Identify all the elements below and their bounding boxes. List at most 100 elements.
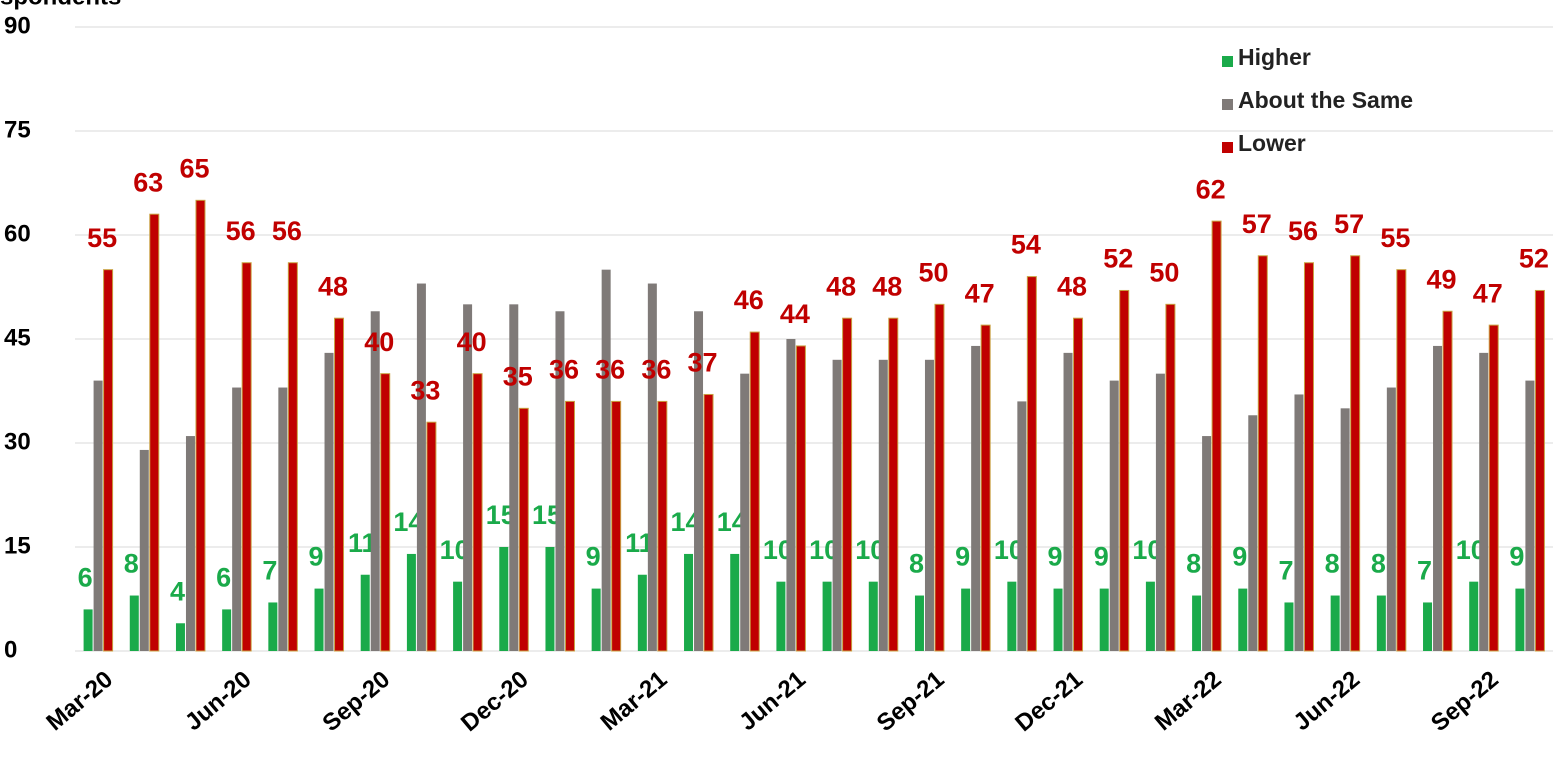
bar — [888, 317, 899, 652]
bar — [740, 373, 750, 651]
data-label: 63 — [133, 167, 163, 197]
bar — [694, 311, 704, 651]
bar — [1017, 401, 1027, 651]
bar — [924, 359, 934, 651]
data-label: 62 — [1196, 174, 1226, 204]
data-label: 48 — [826, 271, 856, 301]
data-label: 57 — [1334, 209, 1364, 239]
y-tick-label: 90 — [4, 12, 31, 39]
data-label: 8 — [1325, 549, 1340, 579]
bar — [1423, 602, 1433, 651]
bar — [822, 581, 832, 651]
bar — [1053, 588, 1063, 651]
data-label: 9 — [1232, 542, 1247, 572]
data-label: 8 — [909, 549, 924, 579]
data-label: 33 — [410, 375, 440, 405]
bar — [509, 304, 519, 651]
data-label: 36 — [641, 355, 671, 385]
bar — [380, 373, 391, 652]
bar — [453, 581, 463, 651]
bar — [1525, 380, 1535, 651]
data-label: 50 — [918, 257, 948, 287]
bar — [1073, 317, 1084, 652]
bar — [971, 345, 981, 651]
bar — [1515, 588, 1525, 651]
data-label: 50 — [1149, 257, 1179, 287]
bar — [611, 400, 622, 652]
bar — [1257, 255, 1268, 652]
y-tick-label: 15 — [4, 532, 31, 559]
legend-swatch — [1222, 142, 1233, 153]
bar — [1192, 595, 1202, 651]
data-label: 9 — [1048, 542, 1063, 572]
bar — [1396, 269, 1407, 652]
data-label: 7 — [1417, 556, 1432, 586]
x-tick-label: Mar-21 — [596, 666, 673, 736]
bar — [103, 269, 114, 652]
bar — [1433, 345, 1443, 651]
bar — [268, 602, 278, 651]
data-label: 7 — [1278, 556, 1293, 586]
x-tick-label: Sep-20 — [318, 666, 396, 737]
data-label: 46 — [734, 285, 764, 315]
data-label: 40 — [364, 327, 394, 357]
bar — [93, 380, 103, 651]
bar — [406, 553, 416, 651]
bar — [934, 303, 945, 652]
bar — [314, 588, 324, 651]
bar — [149, 213, 160, 652]
data-label: 56 — [1288, 216, 1318, 246]
x-tick-label: Dec-20 — [456, 666, 534, 737]
bar — [1284, 602, 1294, 651]
data-label: 57 — [1242, 209, 1272, 239]
bar — [1099, 588, 1109, 651]
data-label: 37 — [688, 348, 718, 378]
bar — [241, 262, 252, 652]
data-label: 4 — [170, 576, 185, 606]
x-tick-label: Mar-20 — [41, 666, 118, 736]
bar — [360, 574, 370, 651]
data-label: 36 — [549, 355, 579, 385]
bar — [647, 283, 657, 651]
data-label: 9 — [1094, 542, 1109, 572]
bar — [637, 574, 647, 651]
bar — [232, 387, 242, 651]
bar — [426, 421, 437, 652]
bar — [1155, 373, 1165, 651]
bar — [324, 352, 334, 651]
y-tick-label: 30 — [4, 428, 31, 455]
bar — [730, 553, 740, 651]
data-label: 55 — [87, 223, 117, 253]
bar — [1479, 352, 1489, 651]
bar — [1488, 324, 1499, 652]
bar — [776, 581, 786, 651]
bar — [601, 269, 611, 651]
data-label: 48 — [318, 271, 348, 301]
data-label: 52 — [1519, 244, 1549, 274]
bar — [1238, 588, 1248, 651]
bar — [1026, 276, 1037, 652]
bar — [961, 588, 971, 651]
bar — [1202, 436, 1212, 651]
bar — [1119, 289, 1130, 652]
data-label: 8 — [1186, 549, 1201, 579]
legend-swatch — [1222, 99, 1233, 110]
x-tick-label: Jun-21 — [734, 666, 811, 736]
legend-label: Lower — [1238, 130, 1306, 156]
bar — [175, 623, 185, 651]
bar — [1350, 255, 1361, 652]
data-label: 52 — [1103, 244, 1133, 274]
data-label: 47 — [965, 278, 995, 308]
x-tick-label: Sep-22 — [1426, 666, 1504, 737]
x-tick-label: Jun-20 — [180, 666, 257, 736]
bar — [1211, 220, 1222, 652]
bar — [1063, 352, 1073, 651]
bar — [1248, 415, 1258, 651]
bar — [185, 436, 195, 651]
bar — [1469, 581, 1479, 651]
bar — [795, 345, 806, 652]
bar — [703, 393, 714, 652]
bar — [564, 400, 575, 652]
bar — [139, 449, 149, 651]
